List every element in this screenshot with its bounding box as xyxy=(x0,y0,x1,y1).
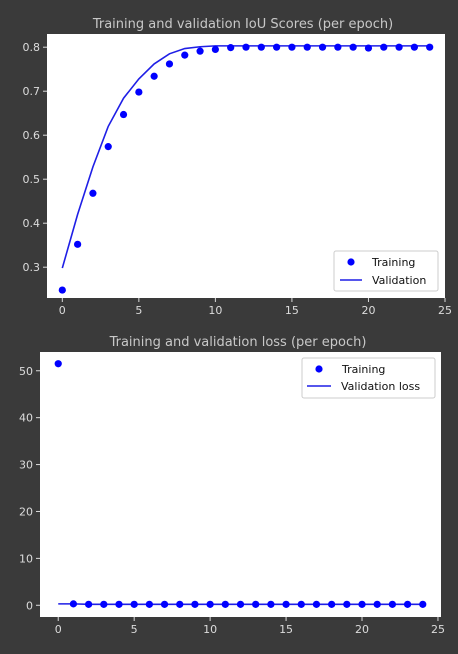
iou-training-point xyxy=(303,43,311,51)
iou-x-tick-label: 5 xyxy=(135,304,142,317)
iou-y-tick-label: 0.7 xyxy=(23,85,41,98)
iou-legend: Training Validation xyxy=(333,250,439,292)
iou-legend-box xyxy=(333,250,439,292)
iou-training-point xyxy=(89,189,97,197)
iou-training-point xyxy=(426,43,434,51)
iou-y-tick-label: 0.8 xyxy=(23,41,41,54)
loss-x-tick-label: 10 xyxy=(203,623,217,636)
iou-training-point xyxy=(165,60,174,68)
loss-chart: Training and validation loss (per epoch)… xyxy=(19,335,445,636)
loss-training-point xyxy=(388,600,396,608)
iou-y-tick-label: 0.5 xyxy=(23,173,41,186)
loss-legend-box xyxy=(301,357,436,399)
loss-training-point xyxy=(54,360,62,368)
iou-training-point xyxy=(288,43,296,51)
iou-training-point xyxy=(74,240,82,248)
iou-x-tick-label: 20 xyxy=(361,304,375,317)
iou-chart-title: Training and validation IoU Scores (per … xyxy=(92,17,393,32)
iou-chart: Training and validation IoU Scores (per … xyxy=(23,17,453,317)
loss-x-tick-label: 25 xyxy=(431,623,445,636)
iou-training-point xyxy=(395,43,403,51)
loss-y-tick-label: 10 xyxy=(19,552,33,565)
loss-y-tick-label: 30 xyxy=(19,459,33,472)
loss-training-point xyxy=(145,600,153,608)
iou-training-point xyxy=(364,44,373,52)
iou-y-axis: 0.3 0.4 0.5 0.6 0.7 0.8 xyxy=(23,41,47,274)
loss-training-point xyxy=(312,600,321,608)
iou-legend-training-marker xyxy=(347,258,355,266)
loss-training-point xyxy=(358,600,366,608)
iou-series xyxy=(58,43,434,294)
loss-training-point xyxy=(115,600,123,608)
iou-training-point xyxy=(257,43,265,51)
iou-training-point xyxy=(273,43,281,51)
loss-training-point xyxy=(176,600,184,608)
iou-training-point xyxy=(196,47,204,55)
loss-training-point xyxy=(419,600,427,608)
iou-training-point xyxy=(211,45,219,54)
loss-training-point xyxy=(282,600,290,608)
loss-y-tick-label: 0 xyxy=(26,599,33,612)
loss-legend: Training Validation loss xyxy=(301,357,436,399)
iou-y-tick-label: 0.4 xyxy=(23,217,41,230)
loss-y-tick-label: 50 xyxy=(19,365,33,378)
iou-y-tick-label: 0.6 xyxy=(23,129,41,142)
iou-training-point xyxy=(181,51,189,59)
iou-legend-validation-label: Validation xyxy=(372,274,426,287)
loss-training-point xyxy=(297,600,305,608)
loss-x-tick-label: 5 xyxy=(131,623,138,636)
loss-x-axis: 0 5 10 15 20 25 xyxy=(55,617,445,636)
loss-training-point xyxy=(328,600,336,608)
loss-legend-validation-label: Validation loss xyxy=(341,380,420,393)
loss-training-point xyxy=(221,600,229,608)
iou-training-point xyxy=(135,88,143,96)
loss-training-point xyxy=(130,600,138,608)
loss-y-axis: 0 10 20 30 40 50 xyxy=(19,365,40,612)
loss-y-tick-label: 40 xyxy=(19,412,33,425)
loss-training-point xyxy=(69,600,78,608)
iou-training-point xyxy=(242,43,250,51)
loss-legend-training-marker xyxy=(315,365,323,373)
loss-training-point xyxy=(236,600,245,608)
loss-training-point xyxy=(343,600,351,608)
loss-x-tick-label: 20 xyxy=(355,623,369,636)
iou-training-point xyxy=(349,43,357,51)
iou-training-point xyxy=(104,143,112,151)
iou-x-axis: 0 5 10 15 20 25 xyxy=(59,298,452,317)
loss-series xyxy=(54,360,427,608)
iou-training-point xyxy=(318,43,327,51)
loss-training-point xyxy=(191,600,199,608)
iou-training-point xyxy=(150,72,158,80)
iou-legend-training-label: Training xyxy=(371,256,415,269)
loss-training-point xyxy=(252,600,260,608)
loss-x-tick-label: 15 xyxy=(279,623,293,636)
loss-training-point xyxy=(160,600,169,608)
loss-training-point xyxy=(206,600,214,608)
iou-training-point xyxy=(227,44,235,52)
iou-training-point xyxy=(119,110,128,119)
iou-training-point xyxy=(58,286,66,294)
loss-chart-title: Training and validation loss (per epoch) xyxy=(109,335,367,350)
loss-training-point xyxy=(100,600,108,608)
iou-x-tick-label: 15 xyxy=(285,304,299,317)
loss-legend-training-label: Training xyxy=(341,363,385,376)
iou-x-tick-label: 25 xyxy=(438,304,452,317)
iou-x-tick-label: 0 xyxy=(59,304,66,317)
loss-training-point xyxy=(373,600,381,608)
iou-y-tick-label: 0.3 xyxy=(23,261,41,274)
loss-x-tick-label: 0 xyxy=(55,623,62,636)
iou-training-point xyxy=(334,43,342,51)
iou-x-tick-label: 10 xyxy=(208,304,222,317)
iou-training-point xyxy=(380,43,388,51)
loss-training-point xyxy=(403,600,412,608)
loss-training-point xyxy=(85,600,93,608)
loss-training-point xyxy=(267,600,275,608)
iou-training-point xyxy=(410,43,418,51)
loss-y-tick-label: 20 xyxy=(19,505,33,518)
